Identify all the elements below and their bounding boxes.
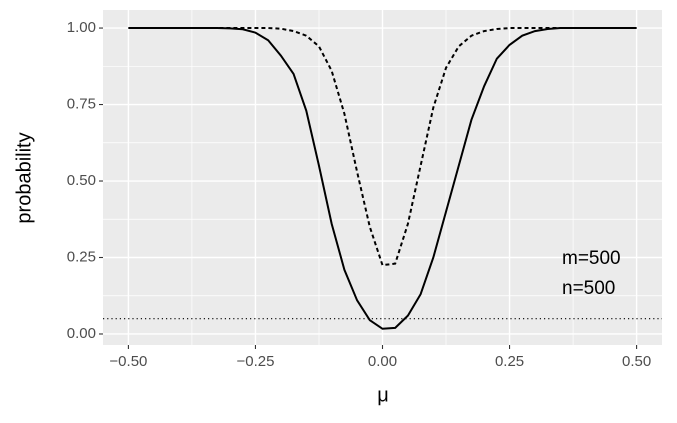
- y-tick-label: 0.00: [67, 325, 96, 342]
- annotation: n=500: [562, 278, 615, 299]
- x-tick-label: 0.50: [622, 353, 651, 370]
- x-tick-label: −0.50: [109, 353, 147, 370]
- line-series: [128, 27, 637, 267]
- x-tick-label: 0.00: [368, 353, 397, 370]
- y-tick-label: 0.75: [67, 96, 96, 113]
- x-tick-label: −0.25: [236, 353, 274, 370]
- y-tick-label: 0.25: [67, 248, 96, 265]
- x-axis-title: μ: [377, 384, 389, 406]
- x-tick-label: 0.25: [495, 353, 524, 370]
- y-tick-label: 0.50: [67, 172, 96, 189]
- annotation: m=500: [562, 248, 621, 269]
- y-tick-label: 1.00: [67, 19, 96, 36]
- y-axis-title: probability: [13, 132, 35, 223]
